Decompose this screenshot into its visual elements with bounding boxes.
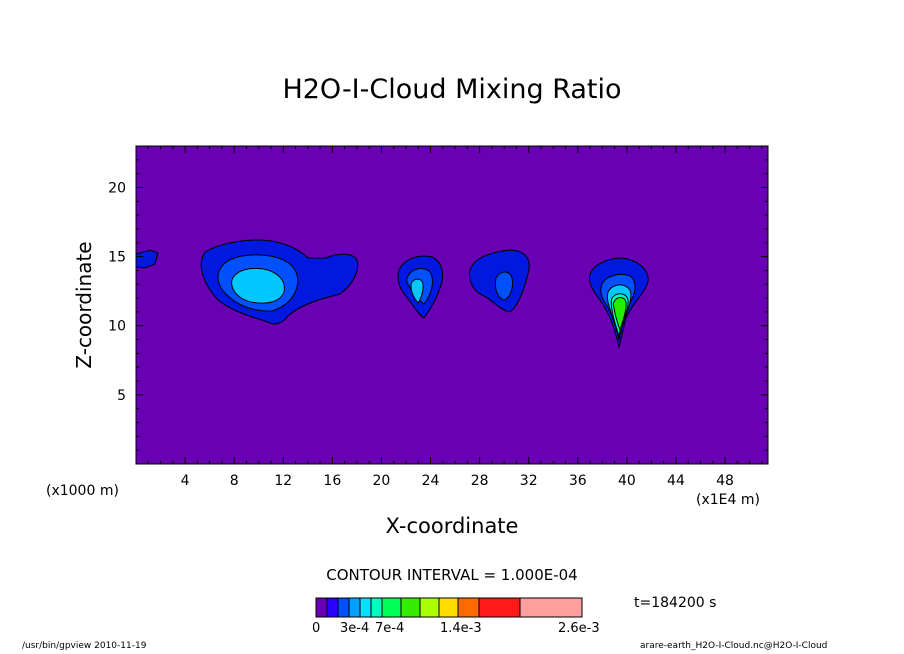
y-tick-label: 15 (108, 250, 126, 266)
colorbar-label: 1.4e-3 (440, 621, 482, 636)
colorbar-label: 7e-4 (375, 621, 405, 636)
x-axis-secondary-unit-label: (x1E4 m) (696, 492, 760, 508)
x-tick-label: 48 (716, 473, 734, 489)
x-tick-label: 32 (520, 473, 538, 489)
contour-interval-label: CONTOUR INTERVAL = 1.000E-04 (326, 566, 578, 584)
plot-area (135, 145, 769, 465)
footer-left: /usr/bin/gpview 2010-11-19 (22, 641, 147, 651)
x-tick-label: 44 (667, 473, 685, 489)
x-axis-unit-label: (x1000 m) (46, 483, 119, 499)
x-tick-label: 28 (471, 473, 489, 489)
cloud-blob-x10-level3 (231, 267, 285, 304)
cloud-blob-x29-level2 (495, 271, 513, 301)
x-axis-label: X-coordinate (385, 514, 519, 538)
colorbar-segment (359, 597, 372, 618)
x-tick-label: 16 (323, 473, 341, 489)
x-tick-label: 12 (274, 473, 292, 489)
colorbar-label: 0 (312, 621, 321, 636)
plot-frame (135, 145, 769, 465)
colorbar-label: 2.6e-3 (558, 621, 600, 636)
colorbar-segment (419, 597, 440, 618)
cloud-blob-x23-level3 (410, 278, 424, 304)
colorbar-segment (519, 597, 583, 618)
x-tick-label: 36 (569, 473, 587, 489)
footer-right: arare-earth_H2O-I-Cloud.nc@H2O-I-Cloud (640, 641, 828, 651)
x-tick-label: 20 (373, 473, 391, 489)
colorbar-segment (326, 597, 339, 618)
y-axis-label: Z-coordinate (72, 241, 96, 369)
colorbar-segment (315, 597, 328, 618)
colorbar-segment (457, 597, 480, 618)
colorbar-segment (438, 597, 459, 618)
y-tick-label: 10 (108, 319, 126, 335)
time-label: t=184200 s (634, 595, 717, 611)
colorbar-segment (337, 597, 350, 618)
colorbar-segment (478, 597, 521, 618)
x-tick-label: 40 (618, 473, 636, 489)
chart-title: H2O-I-Cloud Mixing Ratio (282, 74, 622, 105)
x-tick-label: 4 (181, 473, 190, 489)
y-tick-label: 20 (108, 180, 126, 196)
colorbar (315, 597, 583, 618)
x-tick-label: 24 (422, 473, 440, 489)
colorbar-segment (400, 597, 421, 618)
colorbar-segment (381, 597, 402, 618)
colorbar-segment (348, 597, 361, 618)
y-tick-label: 5 (117, 388, 126, 404)
colorbar-segment (370, 597, 383, 618)
x-tick-label: 8 (230, 473, 239, 489)
colorbar-label: 3e-4 (340, 621, 370, 636)
cloud-blob-x39-level5 (612, 297, 627, 332)
